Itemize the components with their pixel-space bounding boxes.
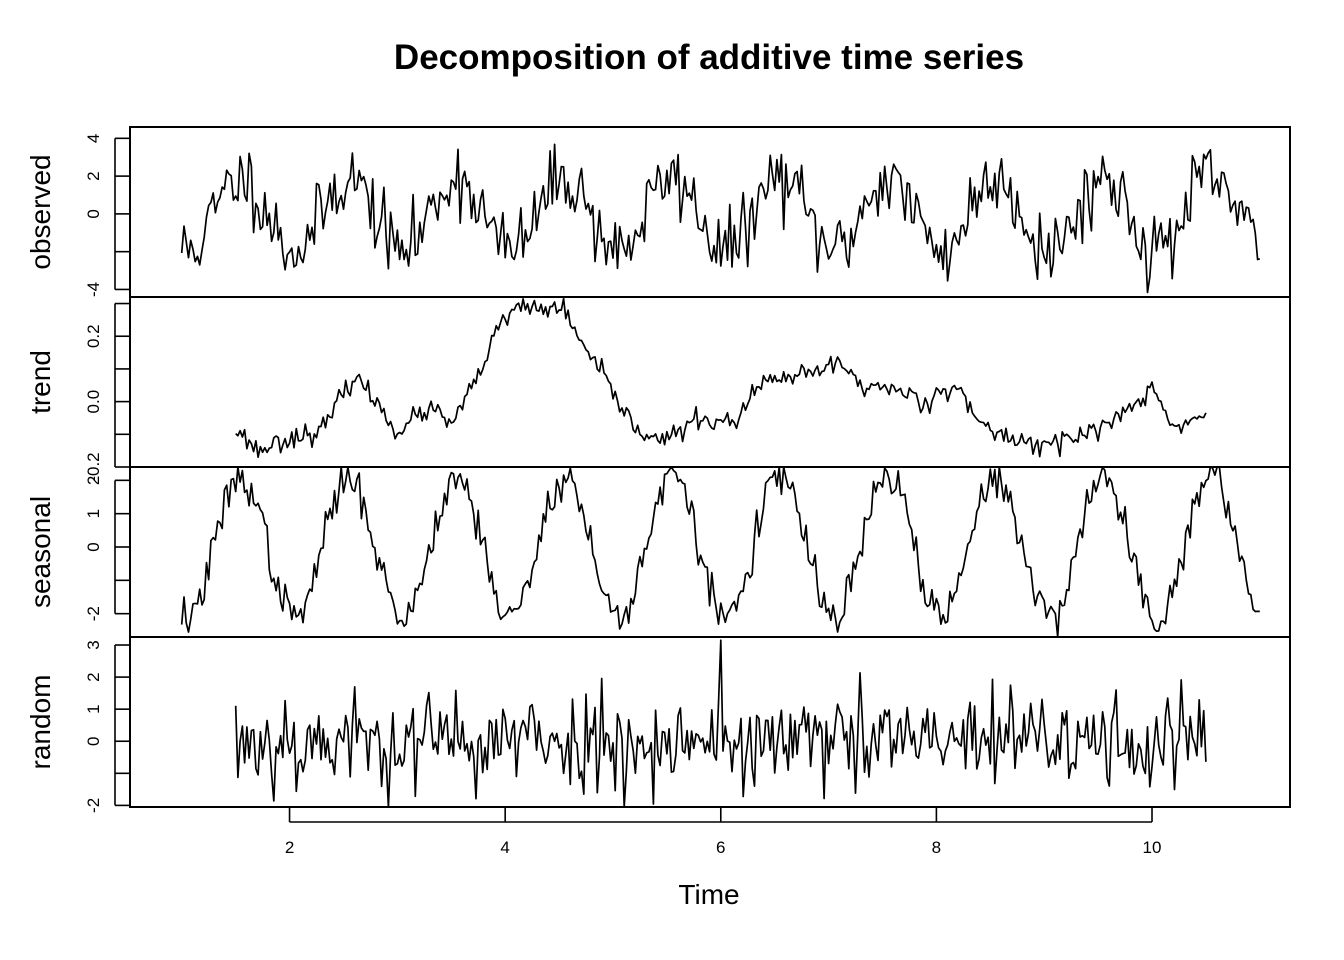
x-axis: 2 4 6 8 10 [285,807,1162,857]
y-tick-label-observed: -4 [84,282,103,297]
y-tick-label-random: 2 [84,672,103,681]
y-tick-label-observed: 0 [84,209,103,218]
y-tick-label-observed: 4 [84,134,103,143]
panel-observed: 4 2 0 -4 observed [25,126,1291,298]
panel-frame-random [129,636,1291,808]
panels-group: 4 2 0 -4 observed 0.2 0.0 -0.2 trend 2 1 0 -2 seasona… [25,126,1291,813]
y-tick-label-trend: 0.2 [84,324,103,348]
x-tick-label: 2 [285,838,294,857]
chart-title: Decomposition of additive time series [394,38,1024,77]
series-line-observed [180,143,1261,294]
y-axis-label-seasonal: seasonal [25,496,56,608]
y-tick-label-seasonal: 0 [84,542,103,551]
y-tick-label-random: -2 [84,798,103,813]
y-tick-label-seasonal: 1 [84,509,103,518]
y-tick-label-trend: 0.0 [84,390,103,414]
panel-random: 3 2 1 0 -2 random [25,636,1291,813]
x-tick-label: 10 [1143,838,1162,857]
x-tick-label: 8 [932,838,941,857]
y-axis-label-trend: trend [25,350,56,414]
x-tick-label: 4 [500,838,509,857]
panel-frame-trend [129,296,1291,468]
y-tick-label-seasonal: -2 [84,606,103,621]
series-line-random [234,639,1207,808]
x-tick-label: 6 [716,838,725,857]
y-tick-label-seasonal: 2 [84,476,103,485]
y-tick-label-trend: -0.2 [84,452,103,481]
panel-seasonal: 2 1 0 -2 seasonal [25,466,1291,638]
y-tick-label-random: 3 [84,640,103,649]
y-tick-label-observed: 2 [84,171,103,180]
y-axis-label-observed: observed [25,154,56,269]
y-tick-label-random: 1 [84,704,103,713]
y-axis-label-random: random [25,675,56,770]
series-line-seasonal [180,466,1260,638]
series-line-trend [235,297,1207,459]
panel-trend: 0.2 0.0 -0.2 trend [25,296,1291,482]
y-tick-label-random: 0 [84,737,103,746]
x-axis-label: Time [678,879,739,910]
